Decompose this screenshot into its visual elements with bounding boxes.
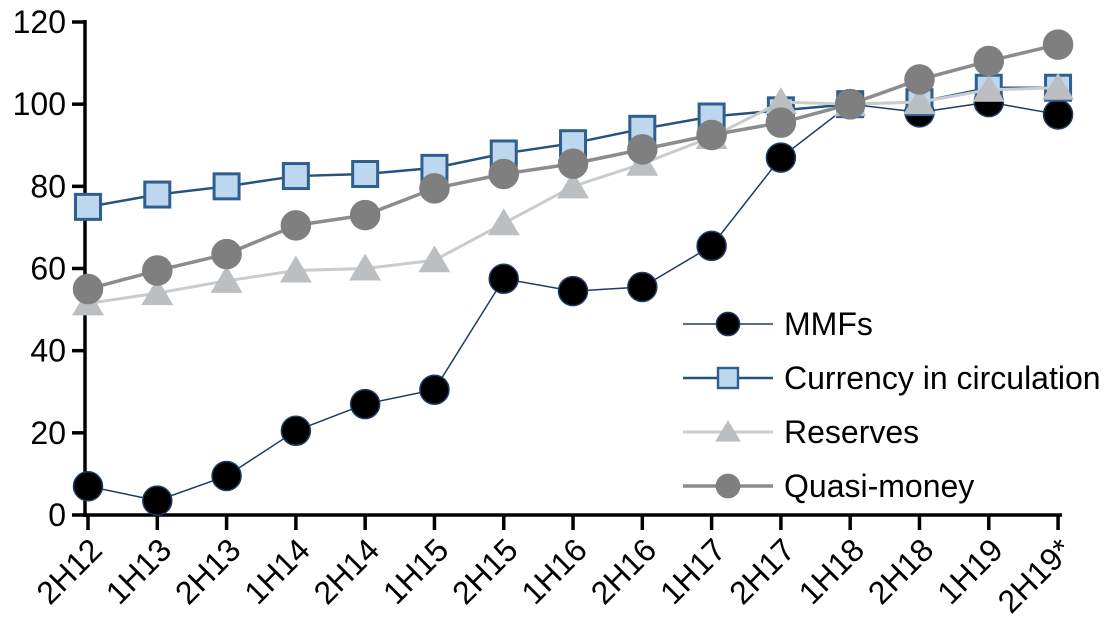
marker-circle-quasi-money [765, 107, 797, 138]
legend-label-currency-in-circulation: Currency in circulation [784, 360, 1101, 396]
marker-circle-mmfs [488, 263, 519, 295]
legend-label-mmfs: MMFs [784, 306, 873, 342]
marker-circle-mmfs [211, 460, 242, 492]
marker-circle-legend-quasi-money [715, 473, 741, 499]
marker-triangle-reserves [487, 208, 520, 236]
legend-item-mmfs: MMFs [683, 306, 873, 342]
marker-triangle-reserves [972, 74, 1005, 102]
marker-circle-quasi-money [488, 158, 519, 190]
marker-circle-quasi-money [696, 119, 727, 151]
marker-triangle-reserves [764, 87, 797, 115]
y-tick-label: 60 [30, 251, 66, 287]
x-tick-label: 2H12 [29, 531, 109, 611]
marker-circle-quasi-money [349, 199, 381, 231]
legend-item-currency-in-circulation: Currency in circulation [683, 360, 1101, 396]
marker-circle-quasi-money [627, 134, 658, 165]
marker-circle-quasi-money [1042, 29, 1074, 60]
x-tick-label: 2H13 [168, 531, 248, 611]
marker-circle-mmfs [557, 275, 589, 307]
x-tick-label: 2H15 [445, 531, 525, 611]
marker-triangle-reserves [141, 278, 174, 306]
marker-circle-quasi-money [211, 238, 242, 270]
marker-circle-quasi-money [419, 173, 450, 204]
marker-circle-quasi-money [72, 273, 104, 305]
marker-circle-legend-mmfs [715, 311, 741, 337]
marker-square-currency-in-circulation [351, 160, 380, 189]
legend-label-reserves: Reserves [784, 414, 919, 450]
marker-triangle-reserves [349, 253, 382, 281]
x-tick-label: 2H16 [584, 531, 664, 611]
x-tick-label: 1H15 [376, 531, 456, 611]
marker-square-currency-in-circulation [212, 172, 241, 201]
marker-triangle-reserves [418, 245, 451, 273]
marker-triangle-reserves [903, 87, 936, 115]
marker-circle-mmfs [142, 485, 173, 516]
y-tick-label: 40 [30, 333, 66, 369]
marker-circle-quasi-money [973, 45, 1005, 77]
marker-circle-mmfs [72, 470, 104, 502]
marker-circle-quasi-money [904, 64, 935, 95]
y-tick-label: 0 [48, 497, 66, 533]
marker-circle-quasi-money [834, 88, 866, 120]
marker-circle-mmfs [765, 142, 797, 173]
marker-square-currency-in-circulation [74, 192, 102, 221]
x-tick-label: 1H14 [237, 531, 317, 611]
marker-triangle-reserves [279, 255, 312, 283]
legend-item-quasi-money: Quasi-money [683, 468, 974, 504]
marker-circle-quasi-money [142, 255, 173, 286]
x-tick-label: 2H17 [722, 531, 802, 611]
marker-circle-quasi-money [280, 210, 312, 241]
marker-square-legend-currency-in-circulation [716, 366, 740, 390]
marker-triangle-reserves [210, 265, 243, 293]
marker-triangle-reserves [1042, 72, 1075, 100]
marker-circle-mmfs [280, 415, 312, 447]
x-tick-label: 2H14 [307, 531, 387, 611]
marker-circle-mmfs [349, 388, 381, 420]
x-tick-label: 2H19* [991, 531, 1079, 619]
marker-circle-mmfs [419, 374, 450, 405]
y-tick-label: 80 [30, 168, 66, 204]
marker-triangle-reserves [557, 171, 590, 199]
marker-triangle-legend-reserves [715, 420, 741, 442]
marker-square-currency-in-circulation [143, 180, 172, 209]
y-tick-label: 120 [13, 4, 66, 40]
marker-circle-mmfs [1042, 99, 1074, 130]
x-tick-label: 1H13 [99, 531, 179, 611]
x-tick-label: 1H18 [792, 531, 872, 611]
y-tick-label: 100 [13, 86, 66, 122]
legend-item-reserves: Reserves [683, 414, 919, 450]
marker-circle-quasi-money [557, 148, 589, 179]
x-tick-label: 1H16 [514, 531, 594, 611]
marker-circle-mmfs [696, 230, 727, 262]
legend-label-quasi-money: Quasi-money [784, 468, 974, 504]
x-tick-label: 1H17 [653, 531, 733, 611]
y-tick-label: 20 [30, 415, 66, 451]
x-tick-label: 2H18 [861, 531, 941, 611]
marker-circle-mmfs [627, 271, 658, 303]
marker-square-currency-in-circulation [281, 162, 310, 191]
